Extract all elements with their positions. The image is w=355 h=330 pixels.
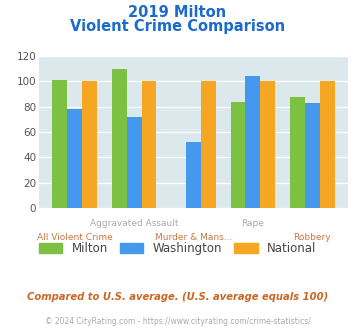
Text: Murder & Mans...: Murder & Mans... xyxy=(155,233,232,242)
Bar xyxy=(127,117,142,208)
Bar xyxy=(305,103,320,208)
Bar xyxy=(67,109,82,208)
Bar xyxy=(260,82,275,208)
Bar xyxy=(245,76,260,208)
Bar xyxy=(53,80,67,208)
Text: Violent Crime Comparison: Violent Crime Comparison xyxy=(70,19,285,34)
Text: Robbery: Robbery xyxy=(294,233,331,242)
Bar xyxy=(186,142,201,208)
Text: All Violent Crime: All Violent Crime xyxy=(37,233,113,242)
Text: Compared to U.S. average. (U.S. average equals 100): Compared to U.S. average. (U.S. average … xyxy=(27,292,328,302)
Text: Aggravated Assault: Aggravated Assault xyxy=(90,219,178,228)
Bar xyxy=(231,102,245,208)
Bar xyxy=(142,82,156,208)
Bar xyxy=(201,82,216,208)
Bar xyxy=(112,69,127,208)
Bar xyxy=(290,97,305,208)
Text: Rape: Rape xyxy=(241,219,264,228)
Bar xyxy=(320,82,334,208)
Legend: Milton, Washington, National: Milton, Washington, National xyxy=(34,237,321,260)
Text: 2019 Milton: 2019 Milton xyxy=(129,5,226,20)
Text: © 2024 CityRating.com - https://www.cityrating.com/crime-statistics/: © 2024 CityRating.com - https://www.city… xyxy=(45,317,310,326)
Bar xyxy=(82,82,97,208)
